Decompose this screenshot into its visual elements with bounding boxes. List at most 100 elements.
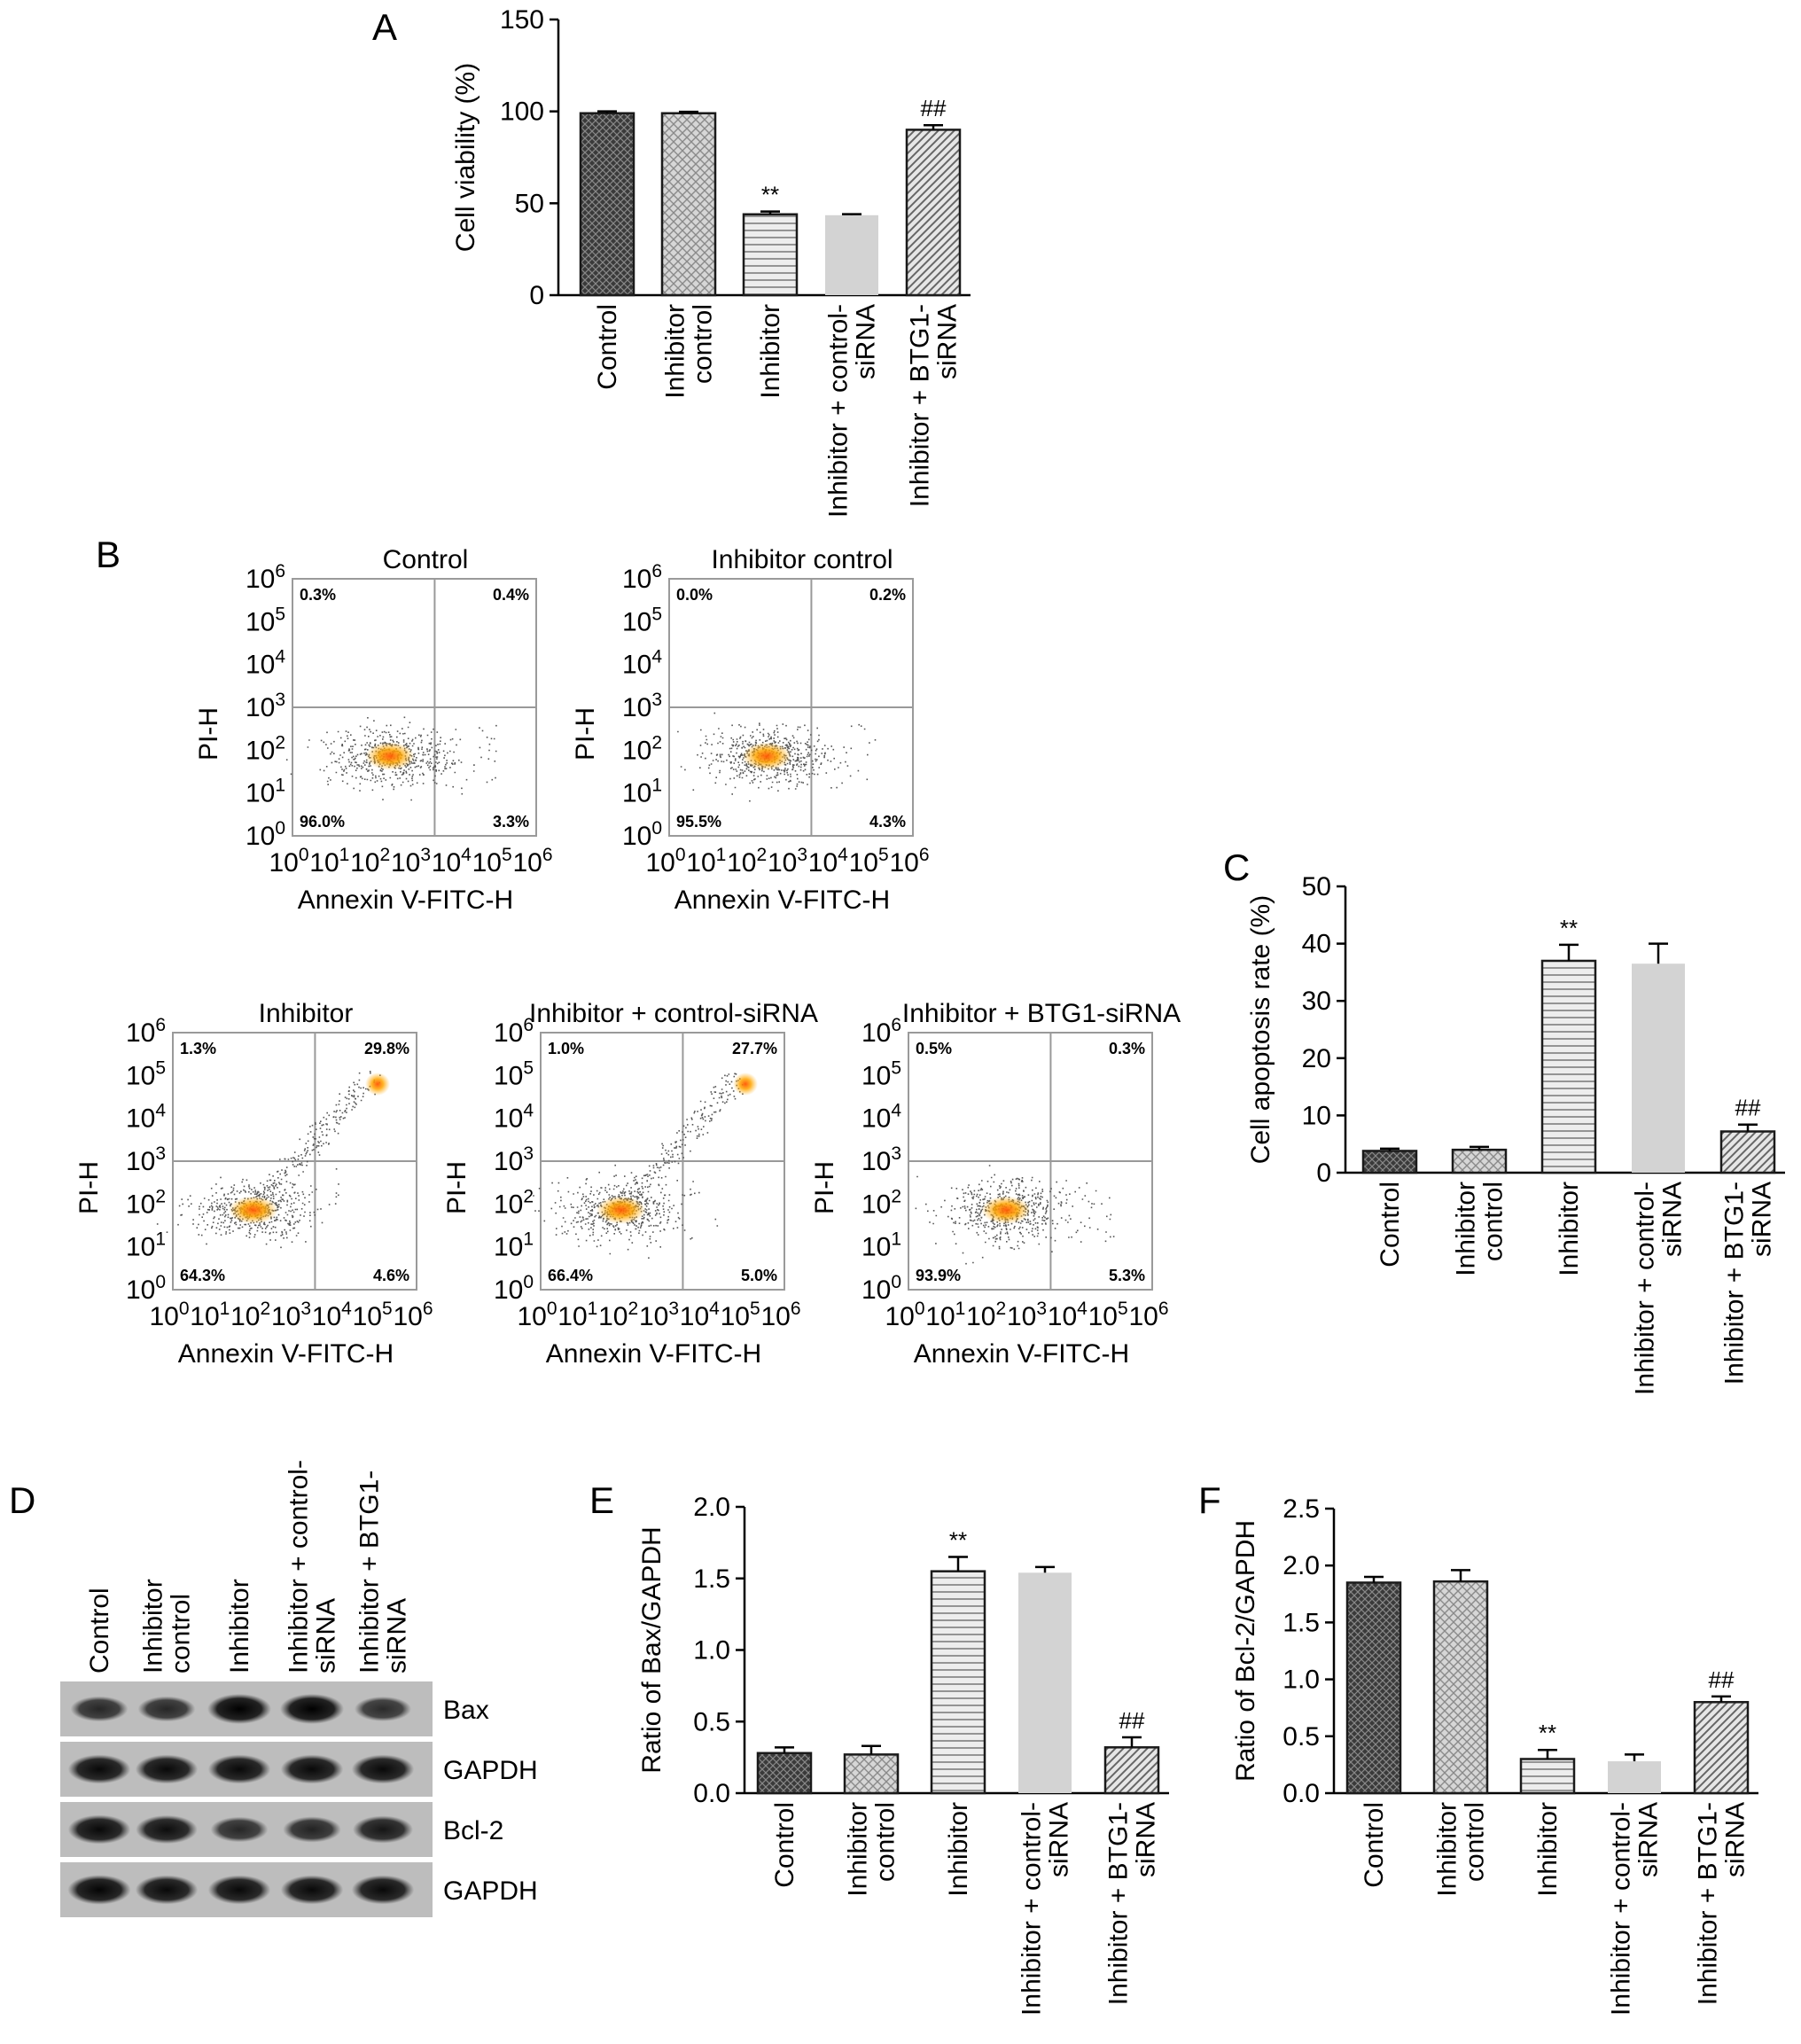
significance-marker: ## (1119, 1707, 1145, 1734)
x-tick-label: 104 (432, 845, 472, 878)
x-category-label: Inhibitor + BTG1- (906, 304, 935, 507)
bar-group-4: ## (905, 95, 962, 297)
x-category-label: Inhibitor (1555, 1182, 1584, 1276)
bar (843, 1753, 900, 1795)
blot-row-label: GAPDH (443, 1756, 538, 1785)
x-axis-label: Annexin V-FITC-H (178, 1339, 394, 1369)
x-tick-label: 100 (149, 1299, 189, 1331)
x-axis-label: Annexin V-FITC-H (914, 1339, 1129, 1369)
y-tick-label: 103 (126, 1143, 166, 1176)
bar (825, 215, 878, 295)
bar-group-2: ** (1519, 1720, 1576, 1795)
x-tick-label: 105 (849, 845, 889, 878)
x-tick-label: 102 (727, 845, 767, 878)
protein-band (355, 1697, 411, 1721)
y-axis-label: Cell apoptosis rate (%) (1246, 895, 1275, 1164)
y-tick-label: 30 (1302, 987, 1331, 1016)
x-tick-label: 103 (391, 845, 431, 878)
plot-title: Inhibitor control (711, 545, 893, 574)
y-tick-label: 102 (862, 1186, 901, 1219)
y-tick-label: 0 (1316, 1159, 1331, 1188)
bar (1693, 1701, 1750, 1795)
scatter-points (915, 1165, 1115, 1265)
x-category-label: Inhibitor + control- (1631, 1182, 1660, 1395)
x-tick-label: 101 (309, 845, 349, 878)
x-tick-label: 100 (885, 1299, 924, 1331)
x-axis-label: Annexin V-FITC-H (674, 885, 890, 915)
y-tick-label: 101 (126, 1229, 166, 1262)
x-tick-label: 106 (512, 845, 552, 878)
bar (1540, 959, 1597, 1174)
bar (742, 213, 799, 297)
y-tick-label: 101 (246, 776, 285, 808)
x-category-label: Inhibitor (1433, 1802, 1462, 1897)
significance-marker: ## (1735, 1095, 1761, 1121)
x-category-label: Inhibitor (944, 1802, 973, 1897)
quadrant-percent: 0.4% (493, 586, 529, 604)
protein-band (351, 1754, 415, 1784)
quadrant-percent: 29.8% (364, 1040, 409, 1057)
bar (1719, 1130, 1776, 1174)
y-tick-label: 100 (246, 818, 285, 851)
x-axis-label: Annexin V-FITC-H (546, 1339, 761, 1369)
bar-group-1 (1451, 1145, 1508, 1174)
x-tick-label: 103 (768, 845, 807, 878)
x-tick-label: 101 (925, 1299, 965, 1331)
x-tick-label: 101 (686, 845, 726, 878)
significance-marker: ** (1560, 915, 1578, 941)
quadrant-percent: 95.5% (676, 813, 721, 831)
y-tick-label: 100 (494, 1272, 534, 1305)
quadrant-percent: 96.0% (300, 813, 345, 831)
scatter-points (677, 712, 877, 802)
x-tick-label: 105 (721, 1299, 760, 1331)
y-tick-label: 100 (126, 1272, 166, 1305)
x-category-label: control (1461, 1802, 1490, 1882)
flow-plot-3: Inhibitor + control-siRNA 1.0% 27.7% 66.4% 5… (442, 999, 818, 1369)
y-tick-label: 103 (622, 690, 662, 722)
y-tick-label: 100 (622, 818, 662, 851)
bar-group-3 (1632, 942, 1685, 1173)
x-category-label: control (689, 304, 718, 384)
bar-group-4: ## (1103, 1707, 1160, 1795)
significance-marker: ** (949, 1527, 967, 1554)
quadrant-percent: 66.4% (548, 1267, 593, 1284)
quadrant-percent: 0.2% (869, 586, 906, 604)
quadrant-percent: 4.3% (869, 813, 906, 831)
y-tick-label: 102 (622, 732, 662, 765)
protein-band (280, 1875, 344, 1905)
density-core-apoptotic (733, 1073, 758, 1096)
y-tick-label: 105 (126, 1057, 166, 1090)
y-tick-label: 106 (494, 1015, 534, 1048)
y-axis-label: Cell viability (%) (451, 63, 480, 252)
x-axis-label: Annexin V-FITC-H (298, 885, 513, 915)
bar (1018, 1572, 1072, 1793)
x-category-label: Inhibitor + control- (1607, 1802, 1636, 2016)
plot-title: Inhibitor + control-siRNA (529, 999, 818, 1028)
y-tick-label: 2.0 (1283, 1551, 1320, 1580)
x-tick-label: 105 (353, 1299, 393, 1331)
lane-label: siRNA (383, 1598, 412, 1673)
y-tick-label: 0.0 (1283, 1779, 1320, 1808)
protein-band (210, 1816, 269, 1843)
x-tick-label: 106 (1128, 1299, 1168, 1331)
bar-group-3 (1608, 1753, 1661, 1793)
significance-marker: ** (761, 182, 779, 208)
x-tick-label: 103 (271, 1299, 311, 1331)
significance-marker: ** (1539, 1720, 1556, 1746)
x-tick-label: 104 (680, 1299, 720, 1331)
protein-band (207, 1694, 271, 1724)
bar (930, 1570, 986, 1795)
bar-group-1 (843, 1744, 900, 1795)
y-tick-label: 150 (500, 5, 544, 35)
bar-group-3 (1018, 1565, 1072, 1793)
lane-label: Inhibitor + BTG1- (355, 1471, 385, 1673)
y-tick-label: 103 (862, 1143, 901, 1176)
scatter-points (156, 1071, 390, 1249)
bar (1519, 1758, 1576, 1795)
y-axis-label: PI-H (74, 1161, 104, 1214)
quadrant-percent: 3.3% (493, 813, 529, 831)
x-tick-label: 100 (645, 845, 685, 878)
y-tick-label: 104 (246, 647, 285, 680)
